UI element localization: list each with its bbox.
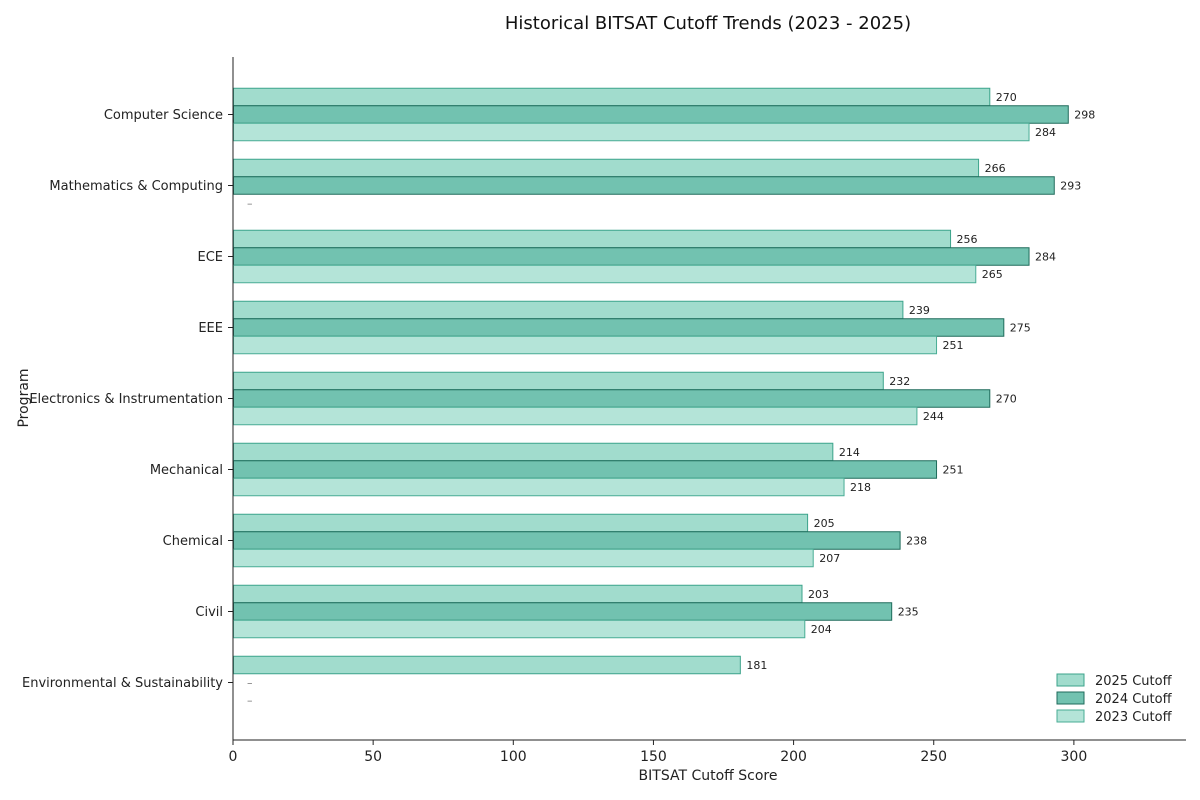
value-labels-layer: 270 298 284 266 293 – 256 284 265 239 275 251 232 270… [247, 91, 1095, 707]
legend-label: 2023 Cutoff [1095, 710, 1173, 725]
bar [233, 176, 1055, 195]
missing-value-marker: – [247, 197, 253, 210]
category-label: Civil [195, 605, 223, 620]
bar [233, 105, 1069, 124]
value-label: 181 [746, 659, 767, 672]
category-labels-layer: Computer Science Mathematics & Computing E… [22, 108, 233, 691]
legend-item[interactable]: 2023 Cutoff [1056, 709, 1173, 725]
bar [233, 531, 901, 550]
legend[interactable]: 2025 Cutoff 2024 Cutoff 2023 Cutoff [1056, 673, 1173, 725]
bar [233, 406, 918, 426]
value-label: 284 [1035, 251, 1056, 264]
x-tick-label: 50 [364, 749, 382, 765]
category-label: Chemical [163, 534, 223, 549]
value-label: 203 [808, 588, 829, 601]
value-label: 207 [819, 552, 840, 565]
bar [233, 477, 845, 497]
bar [233, 513, 809, 533]
category-label: EEE [198, 321, 223, 336]
value-label: 275 [1010, 322, 1031, 335]
category-label: Environmental & Sustainability [22, 676, 223, 691]
bar [233, 619, 806, 639]
bar [233, 460, 938, 479]
bar [233, 229, 952, 249]
bar [233, 655, 741, 675]
bar [233, 602, 893, 621]
category-label: ECE [197, 250, 223, 265]
value-label: 270 [996, 91, 1017, 104]
bar [233, 264, 977, 284]
x-tick-label: 0 [229, 749, 238, 765]
bar [233, 371, 884, 391]
bar [233, 389, 991, 408]
x-ticks: 0 50 100 150 200 250 300 [229, 740, 1088, 765]
legend-swatch [1056, 709, 1085, 723]
x-tick-label: 100 [500, 749, 527, 765]
x-tick-label: 250 [920, 749, 947, 765]
value-label: 244 [923, 410, 944, 423]
bar [233, 158, 980, 178]
legend-label: 2024 Cutoff [1095, 692, 1173, 707]
bar [233, 335, 938, 355]
bar [233, 442, 834, 462]
value-label: 239 [909, 304, 930, 317]
legend-label: 2025 Cutoff [1095, 674, 1173, 689]
value-label: 251 [943, 464, 964, 477]
x-axis-title: BITSAT Cutoff Score [639, 768, 778, 784]
bar [233, 584, 803, 604]
category-label: Computer Science [104, 108, 223, 123]
value-label: 266 [985, 162, 1006, 175]
legend-swatch [1056, 673, 1085, 687]
chart-title: Historical BITSAT Cutoff Trends (2023 - … [505, 13, 911, 34]
bar [233, 87, 991, 107]
y-axis-title: Program [16, 368, 32, 427]
missing-value-marker: – [247, 694, 253, 707]
bar [233, 300, 904, 320]
legend-swatch [1056, 691, 1085, 705]
bar [233, 122, 1030, 142]
x-axis: 0 50 100 150 200 250 300 [229, 739, 1186, 765]
category-label: Mechanical [150, 463, 223, 478]
bar [233, 548, 814, 568]
value-label: 270 [996, 393, 1017, 406]
x-tick-label: 150 [640, 749, 667, 765]
category-label: Electronics & Instrumentation [29, 392, 223, 407]
value-label: 265 [982, 268, 1003, 281]
value-label: 205 [814, 517, 835, 530]
value-label: 256 [957, 233, 978, 246]
value-label: 204 [811, 623, 832, 636]
legend-item[interactable]: 2024 Cutoff [1056, 691, 1173, 707]
x-tick-label: 200 [780, 749, 807, 765]
value-label: 251 [943, 339, 964, 352]
value-label: 238 [906, 535, 927, 548]
value-label: 218 [850, 481, 871, 494]
value-label: 235 [898, 606, 919, 619]
bar [233, 247, 1030, 266]
missing-value-marker: – [247, 677, 253, 690]
legend-item[interactable]: 2025 Cutoff [1056, 673, 1173, 689]
category-label: Mathematics & Computing [49, 179, 223, 194]
value-label: 298 [1074, 109, 1095, 122]
value-label: 214 [839, 446, 860, 459]
bar [233, 318, 1005, 337]
value-label: 293 [1060, 180, 1081, 193]
x-tick-label: 300 [1061, 749, 1088, 765]
value-label: 284 [1035, 126, 1056, 139]
value-label: 232 [889, 375, 910, 388]
bars-layer [233, 87, 1069, 675]
